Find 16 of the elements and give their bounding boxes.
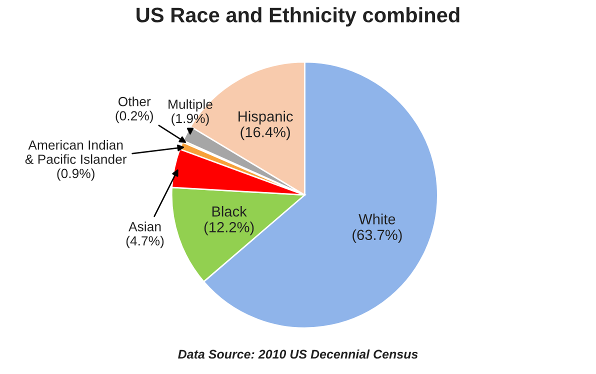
data-label: (0.2%) (116, 110, 153, 124)
data-label: (4.7%) (126, 236, 164, 248)
chart-title: US Race and Ethnicity combined (136, 7, 460, 27)
slice-label: Hispanic (238, 110, 293, 124)
slice-label: Black (212, 206, 247, 217)
data-label: (63.7%) (352, 229, 402, 243)
slice-label: Asian (128, 222, 161, 232)
source-note: Data Source: 2010 US Decennial Census (178, 349, 418, 359)
data-label: (12.2%) (204, 222, 254, 236)
data-label: (1.9%) (172, 113, 209, 126)
slice-label: Other (118, 96, 151, 106)
data-label: (0.9%) (57, 168, 94, 181)
slice-label: Multiple (168, 99, 212, 112)
slice-label: White (358, 214, 396, 224)
data-label: (16.4%) (240, 126, 290, 140)
slice-label: American Indian & Pacific Islander (25, 140, 127, 164)
